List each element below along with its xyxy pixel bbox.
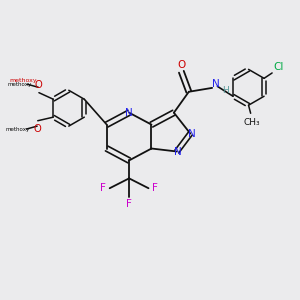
Text: H: H bbox=[222, 86, 229, 95]
Text: F: F bbox=[100, 183, 106, 193]
Text: F: F bbox=[152, 183, 158, 193]
Text: CH₃: CH₃ bbox=[244, 118, 260, 127]
Text: O: O bbox=[34, 80, 42, 90]
Text: N: N bbox=[125, 108, 133, 118]
Text: O: O bbox=[177, 60, 185, 70]
Text: methoxy: methoxy bbox=[6, 127, 30, 132]
Text: F: F bbox=[126, 199, 132, 209]
Text: O: O bbox=[33, 124, 41, 134]
Text: N: N bbox=[188, 129, 196, 139]
Text: Cl: Cl bbox=[274, 62, 284, 72]
Text: methoxy: methoxy bbox=[10, 78, 37, 82]
Text: N: N bbox=[174, 147, 181, 157]
Text: N: N bbox=[212, 79, 220, 89]
Text: methoxy: methoxy bbox=[7, 82, 31, 87]
